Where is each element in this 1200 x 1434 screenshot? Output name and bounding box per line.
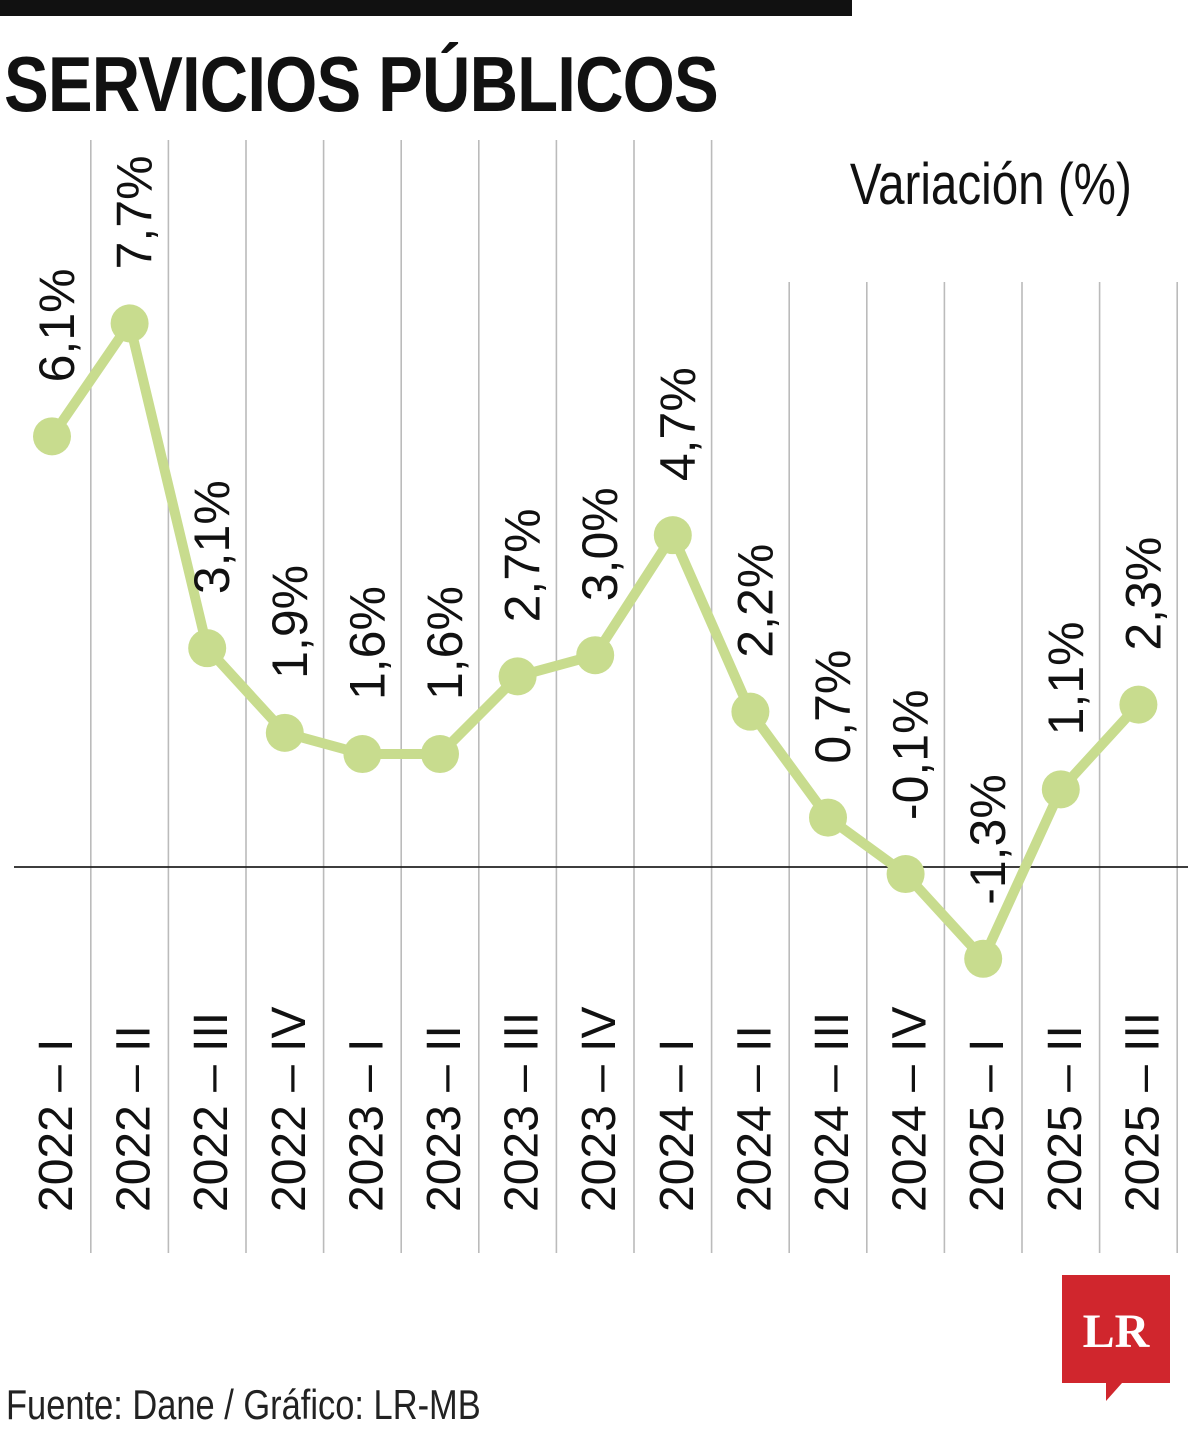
data-label: 1,1% xyxy=(1038,621,1094,735)
chart-subtitle: Variación (%) xyxy=(850,152,1132,217)
top-rule xyxy=(0,0,852,16)
source-note: Fuente: Dane / Gráfico: LR-MB xyxy=(6,1381,481,1428)
data-point xyxy=(1041,770,1080,809)
category-label: 2022 – I xyxy=(30,1039,83,1212)
data-point xyxy=(964,939,1003,978)
category-label: 2024 – III xyxy=(806,1012,859,1212)
data-label: 6,1% xyxy=(29,268,85,382)
data-point xyxy=(421,735,459,774)
data-label: 2,7% xyxy=(495,508,551,622)
data-point xyxy=(886,855,925,894)
data-label: 2,2% xyxy=(727,544,783,658)
data-point xyxy=(731,692,770,731)
category-label: 2024 – I xyxy=(651,1039,704,1212)
category-label: 2025 – III xyxy=(1116,1012,1169,1212)
category-label: 2025 – II xyxy=(1039,1025,1092,1212)
category-label: 2022 – IV xyxy=(263,1007,316,1213)
category-label: 2022 – III xyxy=(185,1012,238,1212)
data-point xyxy=(110,304,149,343)
data-label: -1,3% xyxy=(960,774,1016,905)
data-points-group xyxy=(33,304,1158,978)
data-label: 7,7% xyxy=(107,155,163,269)
data-label: 3,1% xyxy=(184,480,240,594)
data-label: 0,7% xyxy=(805,650,861,764)
data-point xyxy=(188,629,227,668)
category-label: 2023 – I xyxy=(340,1039,393,1212)
lr-logo-icon: LR xyxy=(1062,1275,1170,1401)
data-label: 3,0% xyxy=(572,487,628,601)
category-label: 2023 – III xyxy=(496,1012,549,1212)
category-label: 2024 – IV xyxy=(884,1007,937,1213)
data-label: -0,1% xyxy=(883,689,939,820)
chart-title: SERVICIOS PÚBLICOS xyxy=(4,40,719,128)
category-label: 2023 – IV xyxy=(573,1007,626,1213)
logo-text: LR xyxy=(1083,1305,1151,1358)
data-label: 1,6% xyxy=(339,586,395,700)
data-point xyxy=(653,516,692,555)
data-label: 4,7% xyxy=(650,367,706,481)
data-point xyxy=(265,713,304,752)
logo-shape xyxy=(1062,1275,1170,1401)
data-point xyxy=(809,798,847,837)
data-label: 2,3% xyxy=(1115,537,1171,651)
category-label: 2025 – I xyxy=(961,1039,1014,1212)
data-point xyxy=(1119,685,1158,724)
data-point xyxy=(33,417,71,456)
data-label: 1,6% xyxy=(417,586,473,700)
data-labels-group: 6,1% 7,7% 3,1% 1,9% 1,6% 1,6% 2,7% 3,0% 4,7% 2,2%… xyxy=(29,155,1171,904)
category-label: 2023 – II xyxy=(418,1025,471,1212)
data-label: 1,9% xyxy=(262,565,318,679)
data-point xyxy=(576,636,615,675)
category-label: 2022 – II xyxy=(108,1025,161,1212)
category-label: 2024 – II xyxy=(728,1025,781,1212)
data-point xyxy=(343,735,382,774)
category-labels-group: 2022 – I 2022 – II 2022 – III 2022 – IV 2023… xyxy=(30,1007,1169,1213)
data-point xyxy=(498,657,537,696)
